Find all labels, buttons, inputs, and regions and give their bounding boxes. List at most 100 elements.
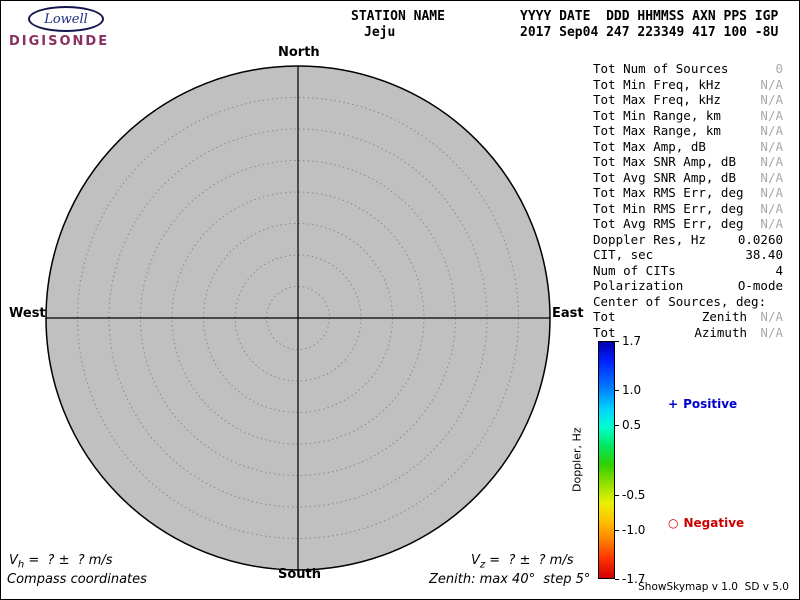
tick-label: -0.5 <box>622 488 646 502</box>
colorbar-tick: 1.7 <box>615 333 641 349</box>
header-station-label: STATION NAME <box>351 9 445 24</box>
legend-negative-label: Negative <box>683 516 745 530</box>
stat-label: Tot Min Range, km <box>593 107 721 123</box>
stat-label: Tot Max SNR Amp, dB <box>593 154 736 169</box>
stat-sublabel: Zenith <box>701 309 747 324</box>
vh-value: = ? ± ? m/s <box>24 553 113 568</box>
stat-value: N/A <box>760 216 783 231</box>
stat-value: N/A <box>760 92 783 107</box>
stat-label: Tot Max RMS Err, deg <box>593 185 744 200</box>
stat-label: Doppler Res, Hz <box>593 231 706 247</box>
stat-value: N/A <box>760 107 783 123</box>
tick-mark-icon <box>615 389 619 391</box>
stat-row: Tot Max SNR Amp, dB N/A <box>593 154 783 170</box>
version-text: ShowSkymap v 1.0 SD v 5.0 <box>638 581 789 593</box>
compass-label-south: South <box>278 567 322 582</box>
stat-row: Polarization O-mode <box>593 278 783 294</box>
stat-label: Tot Min RMS Err, deg <box>593 200 744 216</box>
vh-subscript: h <box>17 559 25 571</box>
stat-value: 0.0260 <box>737 231 783 247</box>
stat-row: Tot Num of Sources 0 <box>593 61 783 77</box>
stat-label: Tot <box>593 309 616 324</box>
stat-value: N/A <box>760 76 783 92</box>
stat-value: 0 <box>775 61 783 76</box>
tick-mark-icon <box>615 494 619 496</box>
stat-value: N/A <box>760 324 783 340</box>
stat-row: Tot Zenith N/A <box>593 309 783 325</box>
stat-value: 38.40 <box>745 247 783 262</box>
legend-positive: + Positive <box>668 397 737 411</box>
tick-mark-icon <box>615 340 619 342</box>
vertical-velocity-readout: Vz = ? ± ? m/s <box>471 553 573 571</box>
tick-label: -1.7 <box>622 572 646 586</box>
circle-symbol-icon: ○ <box>668 516 679 530</box>
stat-value: N/A <box>760 200 783 216</box>
tick-mark-icon <box>615 424 619 426</box>
stat-row: Tot Avg SNR Amp, dB N/A <box>593 170 783 186</box>
stat-label: Tot Max Range, km <box>593 123 721 138</box>
stat-value: N/A <box>760 185 783 200</box>
lowell-logo: Lowell <box>28 6 104 32</box>
stat-row: Tot Min RMS Err, deg N/A <box>593 201 783 217</box>
stat-label: Tot Num of Sources <box>593 61 729 76</box>
compass-label-east: East <box>552 306 584 321</box>
header-fields-label: YYYY DATE DDD HHMMSS AXN PPS IGP <box>520 9 779 24</box>
colorbar-tick: 0.5 <box>615 417 641 433</box>
stat-label: Tot Min Freq, kHz <box>593 76 721 92</box>
stat-label: Tot Avg RMS Err, deg <box>593 216 744 231</box>
legend-negative: ○ Negative <box>668 516 744 530</box>
stat-sublabel: Azimuth <box>694 324 747 340</box>
compass-label-west: West <box>9 306 46 321</box>
stat-value: O-mode <box>737 278 783 293</box>
header-station-value: Jeju <box>364 25 396 40</box>
stat-value: N/A <box>760 309 783 324</box>
stat-row: Doppler Res, Hz 0.0260 <box>593 232 783 248</box>
tick-mark-icon <box>615 578 619 580</box>
tick-label: 1.0 <box>622 383 642 397</box>
stat-label: Tot Max Amp, dB <box>593 138 706 154</box>
stat-row: Num of CITs 4 <box>593 263 783 279</box>
stat-row: Tot Max Amp, dB N/A <box>593 139 783 155</box>
stat-row: Tot Min Freq, kHz N/A <box>593 77 783 93</box>
stat-label: Tot <box>593 324 616 340</box>
stat-value: N/A <box>760 154 783 169</box>
digisonde-brand-text: DIGISONDE <box>9 34 110 49</box>
stats-panel: Tot Num of Sources 0 Tot Min Freq, kHz N/A… <box>593 61 783 340</box>
colorbar-tick: -1.7 <box>615 571 645 587</box>
tick-mark-icon <box>615 529 619 531</box>
center-of-sources-label: Center of Sources, deg: <box>593 293 767 309</box>
stat-value: 4 <box>775 262 783 278</box>
vz-symbol: V <box>471 553 480 568</box>
tick-label: -1.0 <box>622 523 646 537</box>
zenith-scale-note: Zenith: max 40° step 5° <box>429 572 591 587</box>
stat-row: Tot Max Range, km N/A <box>593 123 783 139</box>
colorbar-tick: 1.0 <box>615 382 641 398</box>
legend-positive-label: Positive <box>683 397 738 411</box>
compass-label-north: North <box>278 45 320 60</box>
tick-label: 1.7 <box>622 334 642 348</box>
stat-label: Tot Avg SNR Amp, dB <box>593 169 736 185</box>
stat-value: N/A <box>760 138 783 154</box>
stat-row: Tot Avg RMS Err, deg N/A <box>593 216 783 232</box>
stat-label: Num of CITs <box>593 262 676 278</box>
stat-row: Tot Azimuth N/A <box>593 325 783 341</box>
header-fields-value: 2017 Sep04 247 223349 417 100 -8U <box>520 25 779 40</box>
stat-row: Tot Max RMS Err, deg N/A <box>593 185 783 201</box>
stat-label: Tot Max Freq, kHz <box>593 92 721 107</box>
stat-value: N/A <box>760 169 783 185</box>
vh-symbol: V <box>9 553 18 568</box>
doppler-colorbar <box>598 341 615 579</box>
compass-coordinates-note: Compass coordinates <box>7 572 147 587</box>
stat-row: CIT, sec 38.40 <box>593 247 783 263</box>
colorbar-axis-title: Doppler, Hz <box>570 427 584 493</box>
colorbar-tick: -0.5 <box>615 487 645 503</box>
stat-row: Tot Min Range, km N/A <box>593 108 783 124</box>
horizontal-velocity-readout: Vh = ? ± ? m/s <box>9 553 113 571</box>
stat-row: Tot Max Freq, kHz N/A <box>593 92 783 108</box>
center-of-sources-header: Center of Sources, deg: <box>593 294 783 310</box>
colorbar-tick: -1.0 <box>615 522 645 538</box>
stat-label: Polarization <box>593 278 684 293</box>
vz-subscript: z <box>479 559 486 571</box>
